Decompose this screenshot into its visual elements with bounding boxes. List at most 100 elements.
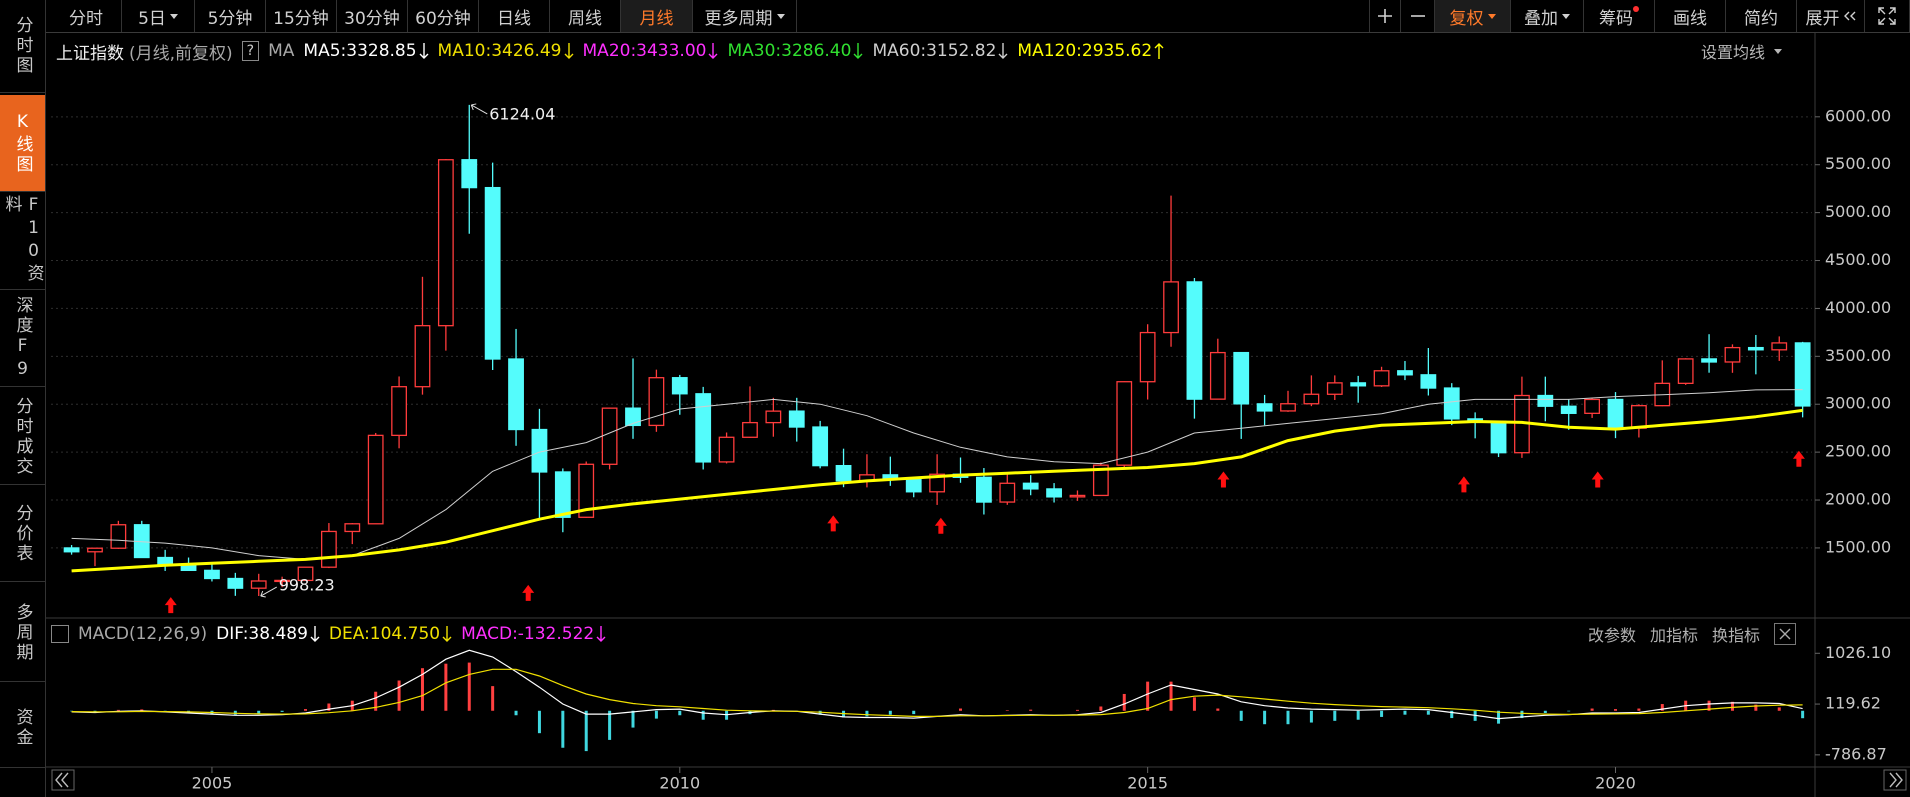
plus-icon xyxy=(1378,9,1392,23)
fullscreen-button[interactable] xyxy=(1865,0,1910,32)
scroll-icon xyxy=(1889,772,1903,788)
trend-arrow-shape xyxy=(998,43,1008,59)
candle-body xyxy=(321,530,337,568)
price-legend-row: 上证指数 (月线,前复权) ? MA MA5:3328.85 MA10:3426.… xyxy=(56,39,1164,64)
candle-body xyxy=(999,482,1016,503)
legend-entry: MA120:2935.62 xyxy=(1017,41,1164,61)
signal-arrow xyxy=(1217,471,1230,488)
period-toolbar: 分时 5日 5分钟 15分钟 30分钟 60分钟 日线 周线 月线 更多周期 xyxy=(51,0,797,32)
period-button[interactable]: 5日 xyxy=(122,0,195,32)
period-button[interactable]: 日线 xyxy=(479,0,550,32)
period-label: 60分钟 xyxy=(415,8,471,29)
x-tick-label: 2015 xyxy=(1127,774,1168,793)
sidebar-tab[interactable]: 分时成交 xyxy=(0,390,45,485)
sidebar-tab[interactable]: 资金 xyxy=(0,688,45,768)
legend-entry: MA30:3286.40 xyxy=(727,41,863,61)
tool-toolbar: 复权 叠加 筹码 画线 简约 展开 xyxy=(1369,0,1910,32)
index-name: 上证指数 xyxy=(56,43,124,64)
sidebar-tab[interactable]: 分时图 xyxy=(0,0,45,93)
trend-arrow xyxy=(310,626,320,642)
candle-body xyxy=(835,464,852,482)
legend-entry: MA60:3152.82 xyxy=(872,41,1008,61)
zoom-in-button[interactable] xyxy=(1369,0,1401,32)
period-label: 15分钟 xyxy=(273,8,329,29)
signal-arrow xyxy=(827,515,840,532)
tool-button[interactable]: 简约 xyxy=(1726,0,1797,32)
trend-arrow-shape xyxy=(596,626,606,642)
sidebar-tab[interactable]: 深度F9 xyxy=(0,292,45,387)
trend-arrow-shape xyxy=(310,626,320,642)
help-button[interactable]: ? xyxy=(241,41,260,61)
signal-arrow xyxy=(1591,471,1604,488)
scroll-button[interactable] xyxy=(51,769,75,791)
candle-body xyxy=(1397,370,1413,376)
candle-body xyxy=(250,580,267,589)
y-tick-label: 5500.00 xyxy=(1825,154,1891,173)
trend-arrow xyxy=(564,43,574,59)
trend-arrow xyxy=(998,43,1008,59)
sidebar-tab[interactable]: K线图 xyxy=(0,95,45,192)
legend-entry: DEA:104.750 xyxy=(329,624,452,644)
moving-average-line xyxy=(71,408,1803,573)
indicator-buttons: 改参数 加指标 换指标 xyxy=(1588,622,1796,646)
period-label: 日线 xyxy=(497,8,531,29)
candle-body xyxy=(1350,382,1367,387)
indicator-name: MA xyxy=(268,41,295,61)
moving-average-line xyxy=(71,389,1803,560)
candle-body xyxy=(1069,494,1086,498)
tool-button[interactable]: 叠加 xyxy=(1511,0,1584,32)
candle-body xyxy=(1747,346,1764,351)
candle-body xyxy=(1443,387,1460,420)
tool-button[interactable]: 筹码 xyxy=(1584,0,1655,32)
period-label: 5日 xyxy=(138,8,166,29)
indicator-button[interactable]: 换指标 xyxy=(1711,626,1760,645)
period-button[interactable]: 60分钟 xyxy=(408,0,479,32)
dropdown-caret xyxy=(169,13,178,19)
candle-body xyxy=(461,159,478,189)
candle-body xyxy=(812,426,829,467)
period-button[interactable]: 15分钟 xyxy=(266,0,337,32)
panel-toggle[interactable] xyxy=(51,625,69,643)
trend-arrow xyxy=(708,43,718,59)
scroll-button[interactable] xyxy=(1883,769,1907,791)
candle-body xyxy=(414,325,431,388)
legend-label: MA120:2935.62 xyxy=(1017,41,1153,61)
period-button[interactable]: 5分钟 xyxy=(195,0,266,32)
legend-entry: MA10:3426.49 xyxy=(438,41,574,61)
dropdown-caret xyxy=(1562,13,1570,19)
tool-button[interactable]: 展开 xyxy=(1797,0,1865,32)
close-panel-icon[interactable] xyxy=(1774,623,1796,645)
candle-body xyxy=(367,434,384,525)
candle-body xyxy=(1724,346,1741,363)
trend-arrow-shape xyxy=(853,43,863,59)
candle-body xyxy=(87,547,103,553)
period-button[interactable]: 周线 xyxy=(550,0,621,32)
y-tick-label: 4500.00 xyxy=(1825,250,1891,269)
tool-button[interactable]: 画线 xyxy=(1655,0,1726,32)
macd-title: MACD(12,26,9) xyxy=(78,624,208,644)
sidebar-tab-label: K线图 xyxy=(12,111,33,175)
zoom-out-button[interactable] xyxy=(1401,0,1435,32)
period-button[interactable]: 30分钟 xyxy=(337,0,408,32)
sidebar-tab[interactable]: 多周期 xyxy=(0,585,45,682)
tool-label: 复权 xyxy=(1449,8,1484,29)
period-button[interactable]: 月线 xyxy=(621,0,693,32)
sidebar-tab[interactable]: F10资料 xyxy=(0,195,45,290)
dif-line xyxy=(71,649,1803,720)
trend-arrow xyxy=(596,626,606,642)
indicator-button[interactable]: 加指标 xyxy=(1649,626,1698,645)
candle-body xyxy=(204,569,220,580)
indicator-button[interactable]: 改参数 xyxy=(1587,626,1636,645)
sidebar-tab[interactable]: 分价表 xyxy=(0,487,45,582)
legend-entry: MA20:3433.00 xyxy=(583,41,719,61)
period-button[interactable]: 更多周期 xyxy=(693,0,797,32)
tool-button[interactable]: 复权 xyxy=(1435,0,1511,32)
ma-settings-button[interactable]: 设置均线 xyxy=(1701,39,1782,63)
period-label: 周线 xyxy=(568,8,602,29)
legend-label: MA5:3328.85 xyxy=(303,41,417,61)
tool-label: 叠加 xyxy=(1524,8,1558,29)
candle-body xyxy=(1303,393,1320,405)
candle-body xyxy=(63,547,80,553)
candle-body xyxy=(1701,358,1717,363)
period-button[interactable]: 分时 xyxy=(51,0,122,32)
